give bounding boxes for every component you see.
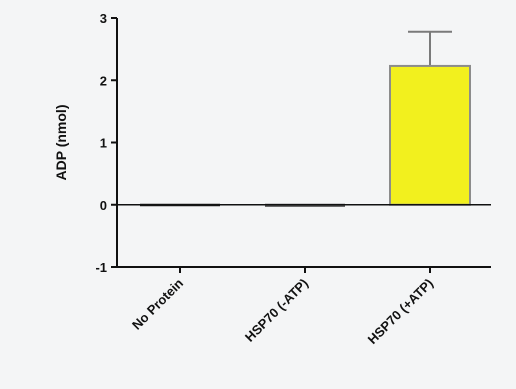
bar-hsp70-atp: [389, 64, 471, 206]
y-tick-label: 2: [100, 73, 107, 88]
ticks-layer: -1 0 1 2 3 No Protein HSP70 (-ATP) HSP70 (+ATP): [95, 11, 436, 347]
bars-layer: [140, 30, 471, 207]
y-tick-label: 1: [100, 136, 107, 151]
x-tick-label: HSP70 (+ATP): [365, 276, 436, 347]
y-axis-title: ADP (nmol): [53, 105, 69, 181]
x-tick-label: No Protein: [129, 275, 186, 332]
y-tick-label: 0: [100, 198, 107, 213]
x-tick-label: HSP70 (-ATP): [242, 276, 311, 345]
y-tick-label: 3: [100, 11, 107, 26]
y-tick-label: -1: [95, 260, 107, 275]
